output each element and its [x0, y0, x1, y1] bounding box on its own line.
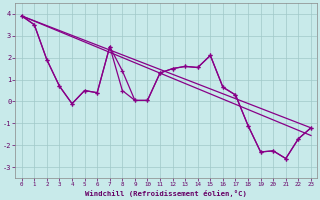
X-axis label: Windchill (Refroidissement éolien,°C): Windchill (Refroidissement éolien,°C)	[85, 190, 247, 197]
